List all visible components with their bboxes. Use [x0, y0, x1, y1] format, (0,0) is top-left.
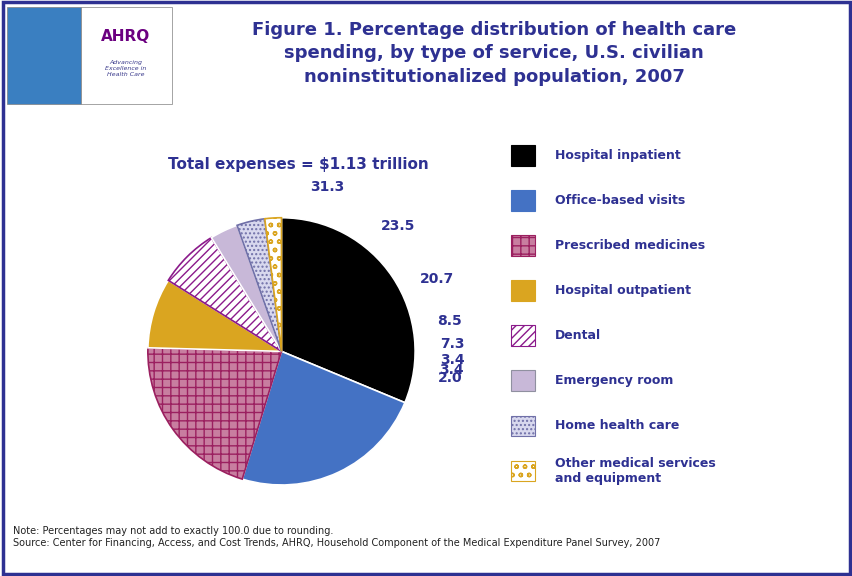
Text: Figure 1. Percentage distribution of health care
spending, by type of service, U: Figure 1. Percentage distribution of hea… [252, 21, 735, 86]
Text: Home health care: Home health care [554, 419, 678, 433]
Bar [510, 190, 534, 211]
Bar [510, 325, 534, 346]
Wedge shape [264, 218, 281, 351]
Text: Emergency room: Emergency room [554, 374, 672, 387]
Bar [510, 281, 534, 301]
Text: Advancing
Excellence in
Health Care: Advancing Excellence in Health Care [105, 60, 147, 77]
Wedge shape [211, 225, 281, 351]
Wedge shape [168, 238, 281, 351]
Bar [510, 370, 534, 391]
Bar [510, 416, 534, 436]
Text: Total expenses = $1.13 trillion: Total expenses = $1.13 trillion [168, 157, 429, 172]
Text: Other medical services
and equipment: Other medical services and equipment [554, 457, 715, 485]
Text: Dental: Dental [554, 329, 600, 342]
Text: Note: Percentages may not add to exactly 100.0 due to rounding.
Source: Center f: Note: Percentages may not add to exactly… [13, 526, 659, 548]
Wedge shape [237, 219, 281, 351]
Text: 20.7: 20.7 [419, 272, 453, 286]
Text: Prescribed medicines: Prescribed medicines [554, 239, 704, 252]
Text: AHRQ: AHRQ [101, 29, 150, 44]
Text: 3.4: 3.4 [439, 363, 463, 377]
Text: 3.4: 3.4 [440, 353, 464, 367]
Bar [510, 461, 534, 482]
Text: 8.5: 8.5 [437, 314, 462, 328]
Text: 31.3: 31.3 [310, 180, 344, 194]
Text: 2.0: 2.0 [438, 372, 462, 385]
Text: Hospital inpatient: Hospital inpatient [554, 149, 680, 162]
Wedge shape [242, 351, 405, 485]
Text: Hospital outpatient: Hospital outpatient [554, 284, 690, 297]
Text: 7.3: 7.3 [440, 338, 464, 351]
Wedge shape [147, 348, 281, 479]
Wedge shape [281, 218, 415, 403]
Bar [510, 145, 534, 165]
Wedge shape [147, 281, 281, 351]
Bar [81, 7, 172, 104]
Text: 23.5: 23.5 [381, 219, 415, 233]
Bar [510, 235, 534, 256]
Text: Office-based visits: Office-based visits [554, 194, 684, 207]
Bar [7, 7, 81, 104]
